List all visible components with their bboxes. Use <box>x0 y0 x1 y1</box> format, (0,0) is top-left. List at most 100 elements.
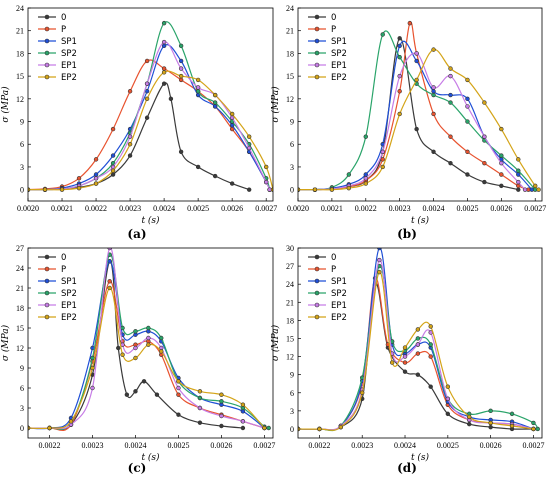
data-point-EP2 <box>59 187 65 192</box>
data-point-EP2 <box>197 389 203 394</box>
legend-label-SP1: SP1 <box>331 37 347 47</box>
data-point-EP1 <box>246 145 252 151</box>
series-line-EP2 <box>298 48 540 191</box>
y-tick-label: 6 <box>290 389 294 398</box>
y-tick-label: 15 <box>16 324 24 333</box>
y-tick-label: 21 <box>286 27 294 36</box>
legend-marker-SP1 <box>44 38 50 44</box>
series-line-P <box>298 21 529 191</box>
data-point-EP2 <box>93 181 99 186</box>
y-tick-label: 18 <box>16 304 24 313</box>
data-point-0 <box>229 181 235 186</box>
series-line-0 <box>28 82 250 191</box>
y-tick-label: 0 <box>290 425 294 434</box>
legend-marker-EP2 <box>314 314 320 320</box>
data-point-P <box>407 20 413 26</box>
y-axis-label: σ (MPa) <box>0 324 11 361</box>
data-point-0 <box>240 425 246 431</box>
legend-label-SP1: SP1 <box>331 277 347 287</box>
legend-label-SP2: SP2 <box>61 49 77 59</box>
data-point-P <box>380 157 385 162</box>
data-point-EP1 <box>448 73 453 79</box>
data-point-EP2 <box>90 365 95 371</box>
data-point-EP1 <box>482 134 487 139</box>
series-group <box>298 248 540 432</box>
y-tick-label: 18 <box>286 49 294 58</box>
data-point-0 <box>197 420 203 425</box>
data-point-0 <box>431 149 436 155</box>
y-tick-label: 3 <box>290 163 294 172</box>
y-tick-label: 18 <box>16 49 24 58</box>
y-tick-label: 15 <box>286 334 294 343</box>
data-point-EP2 <box>338 424 344 430</box>
y-tick-label: 3 <box>20 404 24 413</box>
series-line-0 <box>28 260 243 431</box>
data-point-EP2 <box>146 342 151 347</box>
data-point-SP2 <box>535 426 540 432</box>
data-point-EP2 <box>482 100 487 105</box>
data-point-P <box>415 351 421 356</box>
data-point-0 <box>428 384 433 389</box>
data-point-EP2 <box>467 414 472 420</box>
data-point-EP2 <box>219 392 224 397</box>
legend-marker-EP1 <box>44 302 50 308</box>
data-point-0 <box>516 187 521 192</box>
data-point-P <box>76 176 82 181</box>
data-point-EP2 <box>431 47 436 52</box>
data-point-0 <box>397 36 402 41</box>
legend-marker-SP2 <box>44 290 50 296</box>
data-point-P <box>178 77 184 83</box>
y-tick-label: 24 <box>286 4 294 13</box>
data-point-SP2 <box>448 100 453 105</box>
data-point-EP2 <box>246 134 252 139</box>
data-point-SP1 <box>397 43 402 49</box>
y-axis-label: σ (MPa) <box>0 86 11 123</box>
data-point-SP2 <box>346 172 352 177</box>
data-point-EP2 <box>377 269 382 275</box>
data-point-SP2 <box>397 54 402 60</box>
y-tick-label: 9 <box>290 371 294 380</box>
legend-label-EP2: EP2 <box>331 73 347 83</box>
data-point-SP2 <box>120 325 125 331</box>
x-tick-label: 0.0022 <box>308 441 330 450</box>
data-point-EP2 <box>47 425 52 431</box>
y-tick-label: 18 <box>286 316 294 325</box>
x-axis-label: t (s) <box>411 215 430 226</box>
y-tick-label: 21 <box>286 298 294 307</box>
legend-marker-EP1 <box>44 62 50 68</box>
x-axis-label: t (s) <box>411 452 430 463</box>
data-point-EP1 <box>90 385 95 391</box>
y-tick-label: 6 <box>290 140 294 149</box>
legend-marker-P <box>314 26 320 32</box>
y-tick-label: 3 <box>290 407 294 416</box>
data-point-EP1 <box>380 149 385 155</box>
data-point-EP2 <box>120 352 125 357</box>
x-tick-label: 0.0026 <box>210 441 232 450</box>
x-tick-label: 0.0023 <box>119 204 141 213</box>
y-tick-label: 24 <box>16 4 24 13</box>
x-tick-label: 0.0023 <box>389 204 411 213</box>
data-point-EP1 <box>465 104 470 109</box>
panel-2: 0.0022 0.0023 0.0024 0.0025 0.0026 0.0027 0 3 6 9… <box>0 244 275 475</box>
y-tick-label: 30 <box>286 244 294 253</box>
legend-marker-EP1 <box>314 62 320 68</box>
x-tick-label: 0.0024 <box>423 204 445 213</box>
series-line-EP1 <box>28 41 271 191</box>
data-point-EP2 <box>536 187 541 192</box>
x-tick-label: 0.0021 <box>321 204 343 213</box>
data-point-P <box>93 157 99 162</box>
data-point-P <box>428 354 433 359</box>
y-tick-label: 15 <box>16 72 24 81</box>
legend-label-P: P <box>61 25 66 35</box>
data-point-EP1 <box>176 385 181 391</box>
data-point-EP1 <box>414 51 419 56</box>
legend-label-SP2: SP2 <box>331 49 347 59</box>
data-point-EP1 <box>522 187 528 192</box>
y-axis-label: σ (MPa) <box>270 324 281 361</box>
data-point-EP1 <box>397 73 402 79</box>
legend-label-0: 0 <box>331 13 336 23</box>
data-point-EP2 <box>176 379 181 384</box>
y-tick-label: 24 <box>286 280 294 289</box>
data-point-SP2 <box>178 43 184 49</box>
y-tick-label: 3 <box>20 163 24 172</box>
